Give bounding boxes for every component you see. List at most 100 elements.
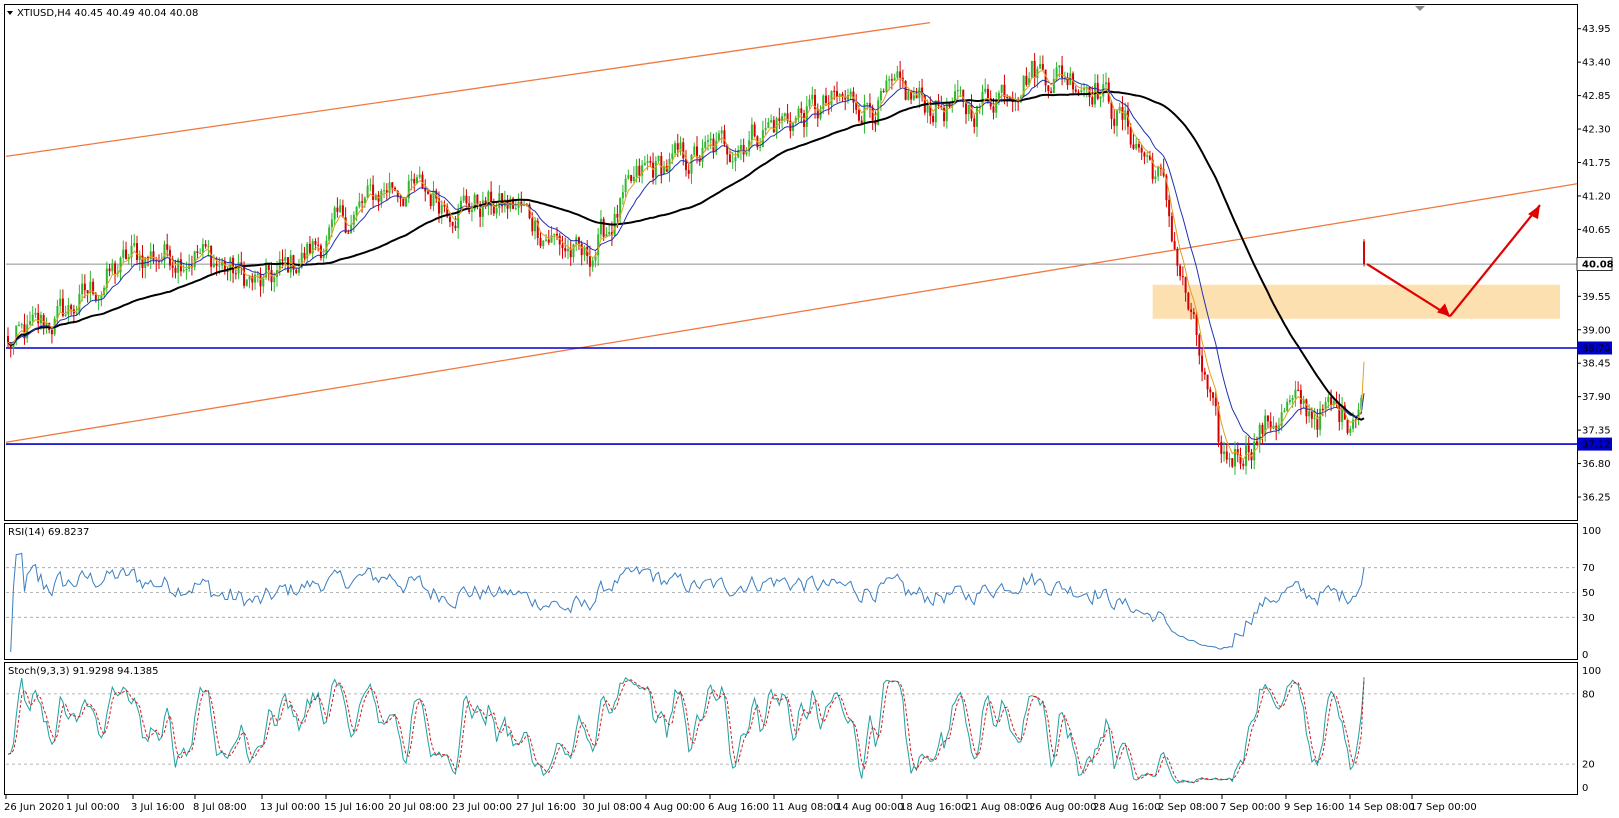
candle-body (641, 165, 644, 176)
rsi-tick-label: 0 (1582, 650, 1588, 661)
candle-body (767, 122, 770, 129)
candle-body (399, 197, 402, 199)
candle-body (1223, 451, 1226, 454)
candle-body (443, 204, 446, 207)
candle-body (877, 100, 880, 125)
candle-body (1080, 90, 1083, 92)
candle-body (844, 97, 847, 100)
candle-body (221, 261, 224, 266)
price-tick-label: 39.55 (1582, 292, 1611, 303)
candle-body (770, 120, 773, 123)
candle-body (20, 324, 23, 326)
candle-body (783, 113, 786, 117)
chevron-down-icon[interactable] (7, 11, 13, 15)
candle-body (352, 214, 355, 225)
candle-body (281, 259, 284, 261)
candle-body (885, 80, 888, 92)
candle-body (1255, 441, 1258, 444)
candle-body (215, 263, 218, 266)
candle-body (849, 91, 852, 95)
candle-body (646, 161, 649, 164)
candle-body (1017, 101, 1020, 103)
candle-body (490, 191, 493, 206)
candle-body (1105, 82, 1107, 85)
price-axis: 43.95 43.40 42.85 42.30 41.75 41.20 40.65 39.55… (1576, 24, 1614, 504)
time-tick-label: 23 Jul 00:00 (452, 802, 512, 813)
price-tick-label: 39.00 (1582, 325, 1611, 336)
candle-body (772, 120, 775, 133)
candle-body (440, 204, 443, 214)
candle-body (333, 207, 336, 220)
stoch-tick-label: 0 (1582, 783, 1588, 794)
candle-body (1341, 405, 1344, 422)
time-tick-label: 13 Jul 00:00 (260, 802, 320, 813)
candle-body (520, 201, 523, 206)
time-tick-label: 26 Aug 00:00 (1029, 802, 1096, 813)
candle-body (451, 221, 454, 226)
arrow-up-line (1449, 204, 1541, 318)
candle-body (1209, 389, 1212, 393)
candle-body (816, 109, 819, 119)
stoch-pane-header: Stoch(9,3,3) 91.9298 94.1385 (8, 666, 159, 677)
candle-body (226, 270, 229, 272)
candle-body (166, 244, 169, 250)
candle-body (720, 130, 723, 134)
main-pane-header: XTIUSD,H4 40.45 40.49 40.04 40.08 (17, 8, 198, 19)
candle-body (814, 94, 817, 110)
candle-body (396, 190, 399, 198)
candle-body (1033, 60, 1036, 79)
time-tick-label: 26 Jun 2020 (4, 802, 64, 813)
candle-body (130, 245, 133, 258)
candle-body (1206, 374, 1209, 390)
price-tick-label: 37.90 (1582, 392, 1611, 403)
candle-body (421, 174, 424, 188)
candle-body (426, 191, 429, 194)
candle-body (715, 140, 718, 153)
candle-body (1039, 64, 1042, 69)
candle-body (676, 143, 679, 150)
candle-body (663, 166, 666, 175)
candle-body (240, 262, 243, 266)
candle-body (319, 245, 322, 258)
candle-body (149, 251, 152, 260)
candle-body (973, 118, 976, 127)
candle-body (1102, 84, 1105, 97)
time-tick-label: 28 Aug 16:00 (1093, 802, 1160, 813)
candle-body (322, 255, 325, 258)
candle-body (1143, 152, 1146, 157)
candle-body (103, 287, 106, 295)
candle-body (432, 190, 435, 206)
candle-body (588, 255, 591, 267)
stoch-main-line (7, 677, 1365, 784)
candle-body (704, 141, 707, 148)
candle-body (1184, 277, 1187, 293)
candle-body (185, 269, 188, 271)
candle-body (369, 184, 372, 186)
moving-averages (7, 70, 1365, 461)
candle-body (970, 104, 973, 119)
candle-body (825, 95, 828, 103)
candle-body (70, 305, 73, 310)
candle-body (728, 154, 731, 163)
candle-body (690, 154, 693, 174)
candle-body (1217, 406, 1220, 442)
candle-body (232, 257, 235, 274)
shift-marker-icon[interactable] (1415, 6, 1425, 11)
candle-body (910, 91, 913, 100)
candle-body (621, 192, 624, 199)
price-tick-label: 40.65 (1582, 225, 1611, 236)
candle-body (742, 144, 745, 155)
candle-body (638, 165, 641, 176)
candle-body (893, 77, 896, 81)
candle-body (136, 243, 139, 261)
candle-body (75, 312, 78, 314)
candle-body (929, 104, 932, 116)
candle-body (995, 100, 998, 113)
candle-body (1126, 110, 1129, 127)
candle-body (1220, 441, 1223, 454)
level-badge (1577, 437, 1612, 451)
candle-body (965, 101, 968, 115)
candle-body (366, 185, 369, 198)
candle-body (223, 261, 226, 271)
